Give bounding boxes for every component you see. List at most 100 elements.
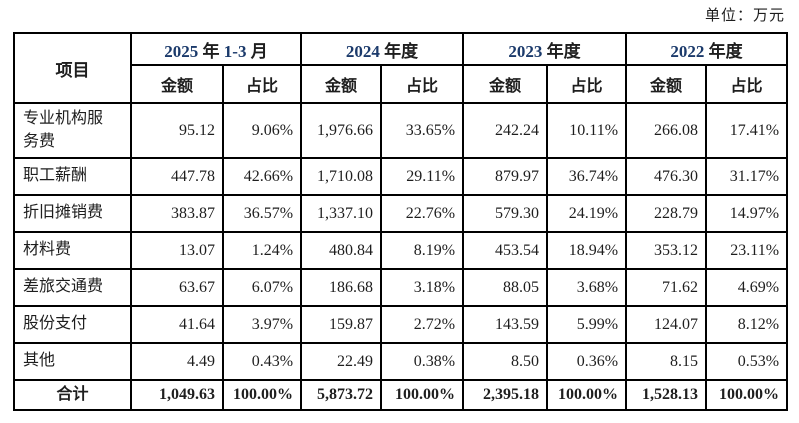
amount-cell: 4.49 — [130, 342, 224, 381]
ratio-cell: 3.18% — [380, 268, 465, 307]
amount-cell: 453.54 — [462, 231, 549, 270]
ratio-cell: 8.12% — [705, 305, 789, 344]
ratio-cell: 0.36% — [546, 342, 628, 381]
ratio-cell: 0.38% — [380, 342, 465, 381]
ratio-cell: 17.41% — [705, 102, 789, 159]
table-row: 折旧摊销费 383.87 36.57% 1,337.10 22.76% 579.… — [13, 194, 789, 233]
amount-cell: 228.79 — [625, 194, 708, 233]
unit-label: 单位：万元 — [704, 8, 785, 24]
ratio-cell: 18.94% — [546, 231, 628, 270]
item-cell: 其他 — [13, 342, 132, 381]
total-ratio-cell: 100.00% — [380, 379, 465, 411]
subheader-row: 金额 占比 金额 占比 金额 占比 金额 占比 — [14, 64, 789, 104]
period-unit: 年 — [202, 41, 220, 61]
ratio-cell: 8.19% — [380, 231, 465, 270]
table-row: 其他 4.49 0.43% 22.49 0.38% 8.50 0.36% 8.1… — [13, 342, 789, 381]
amount-cell: 353.12 — [625, 231, 708, 270]
period-header-row: 项目 2025 年 1-3 月 2024 年度 2023 年度 2022 年度 — [13, 32, 789, 104]
ratio-cell: 0.43% — [221, 342, 303, 381]
total-ratio-cell: 100.00% — [546, 379, 628, 411]
amount-cell: 13.07 — [130, 231, 224, 270]
ratio-cell: 36.57% — [221, 194, 303, 233]
ratio-cell: 33.65% — [380, 102, 465, 159]
period-header-2022: 2022 年度 — [625, 32, 789, 66]
ratio-cell: 5.99% — [546, 305, 628, 344]
period-unit: 年度 — [708, 41, 743, 61]
amount-cell: 159.87 — [300, 305, 383, 344]
amount-cell: 88.05 — [462, 268, 549, 307]
amount-header-2023: 金额 — [462, 64, 549, 104]
ratio-cell: 0.53% — [705, 342, 789, 381]
amount-cell: 186.68 — [300, 268, 383, 307]
period-year: 2022 — [670, 41, 705, 61]
period-unit: 年度 — [546, 41, 581, 61]
total-amount-cell: 1,528.13 — [625, 379, 708, 411]
period-months: 1-3 — [223, 41, 247, 61]
ratio-cell: 29.11% — [380, 157, 465, 196]
amount-cell: 579.30 — [462, 194, 549, 233]
amount-header-2022: 金额 — [625, 64, 708, 104]
ratio-header-2022: 占比 — [705, 64, 789, 104]
item-cell: 差旅交通费 — [13, 268, 132, 307]
amount-cell: 8.15 — [625, 342, 708, 381]
ratio-cell: 4.69% — [705, 268, 789, 307]
amount-cell: 143.59 — [462, 305, 549, 344]
amount-cell: 266.08 — [625, 102, 708, 159]
ratio-cell: 3.97% — [221, 305, 303, 344]
amount-cell: 22.49 — [300, 342, 383, 381]
item-cell: 股份支付 — [13, 305, 132, 344]
amount-cell: 1,976.66 — [300, 102, 383, 159]
total-ratio-cell: 100.00% — [705, 379, 789, 411]
ratio-header-2025: 占比 — [221, 64, 303, 104]
amount-cell: 1,710.08 — [300, 157, 383, 196]
table-row: 股份支付 41.64 3.97% 159.87 2.72% 143.59 5.9… — [13, 305, 789, 344]
period-suffix: 月 — [250, 41, 268, 61]
item-cell: 折旧摊销费 — [13, 194, 132, 233]
period-header-2023: 2023 年度 — [462, 32, 628, 66]
period-unit: 年度 — [384, 41, 419, 61]
item-column-header: 项目 — [13, 32, 132, 104]
amount-cell: 95.12 — [130, 102, 224, 159]
amount-header-2025: 金额 — [130, 64, 224, 104]
total-ratio-cell: 100.00% — [221, 379, 303, 411]
total-amount-cell: 2,395.18 — [462, 379, 549, 411]
amount-cell: 124.07 — [625, 305, 708, 344]
period-header-2025: 2025 年 1-3 月 — [129, 32, 303, 66]
total-amount-cell: 1,049.63 — [130, 379, 224, 411]
ratio-cell: 6.07% — [221, 268, 303, 307]
amount-cell: 41.64 — [130, 305, 224, 344]
ratio-cell: 31.17% — [705, 157, 789, 196]
ratio-cell: 9.06% — [221, 102, 303, 159]
period-year: 2023 — [508, 41, 543, 61]
ratio-cell: 1.24% — [221, 231, 303, 270]
total-row: 合计 1,049.63 100.00% 5,873.72 100.00% 2,3… — [13, 379, 789, 411]
ratio-header-2023: 占比 — [546, 64, 628, 104]
table-row: 专业机构服务费 95.12 9.06% 1,976.66 33.65% 242.… — [13, 102, 789, 159]
ratio-cell: 22.76% — [380, 194, 465, 233]
amount-cell: 63.67 — [130, 268, 224, 307]
amount-cell: 71.62 — [625, 268, 708, 307]
period-year: 2025 — [164, 41, 199, 61]
ratio-cell: 36.74% — [546, 157, 628, 196]
table-row: 差旅交通费 63.67 6.07% 186.68 3.18% 88.05 3.6… — [13, 268, 789, 307]
period-header-2024: 2024 年度 — [300, 32, 465, 66]
amount-cell: 480.84 — [300, 231, 383, 270]
item-cell: 材料费 — [13, 231, 132, 270]
amount-cell: 476.30 — [625, 157, 708, 196]
amount-cell: 383.87 — [130, 194, 224, 233]
item-cell: 专业机构服务费 — [13, 102, 132, 159]
item-cell: 职工薪酬 — [13, 157, 132, 196]
amount-cell: 242.24 — [462, 102, 549, 159]
ratio-cell: 23.11% — [705, 231, 789, 270]
amount-cell: 8.50 — [462, 342, 549, 381]
ratio-cell: 10.11% — [546, 102, 628, 159]
ratio-cell: 2.72% — [380, 305, 465, 344]
table-row: 材料费 13.07 1.24% 480.84 8.19% 453.54 18.9… — [13, 231, 789, 270]
amount-cell: 1,337.10 — [300, 194, 383, 233]
ratio-cell: 42.66% — [221, 157, 303, 196]
expense-breakdown-table: 项目 2025 年 1-3 月 2024 年度 2023 年度 2022 年度 … — [13, 32, 789, 411]
ratio-cell: 3.68% — [546, 268, 628, 307]
total-amount-cell: 5,873.72 — [300, 379, 383, 411]
ratio-cell: 24.19% — [546, 194, 628, 233]
